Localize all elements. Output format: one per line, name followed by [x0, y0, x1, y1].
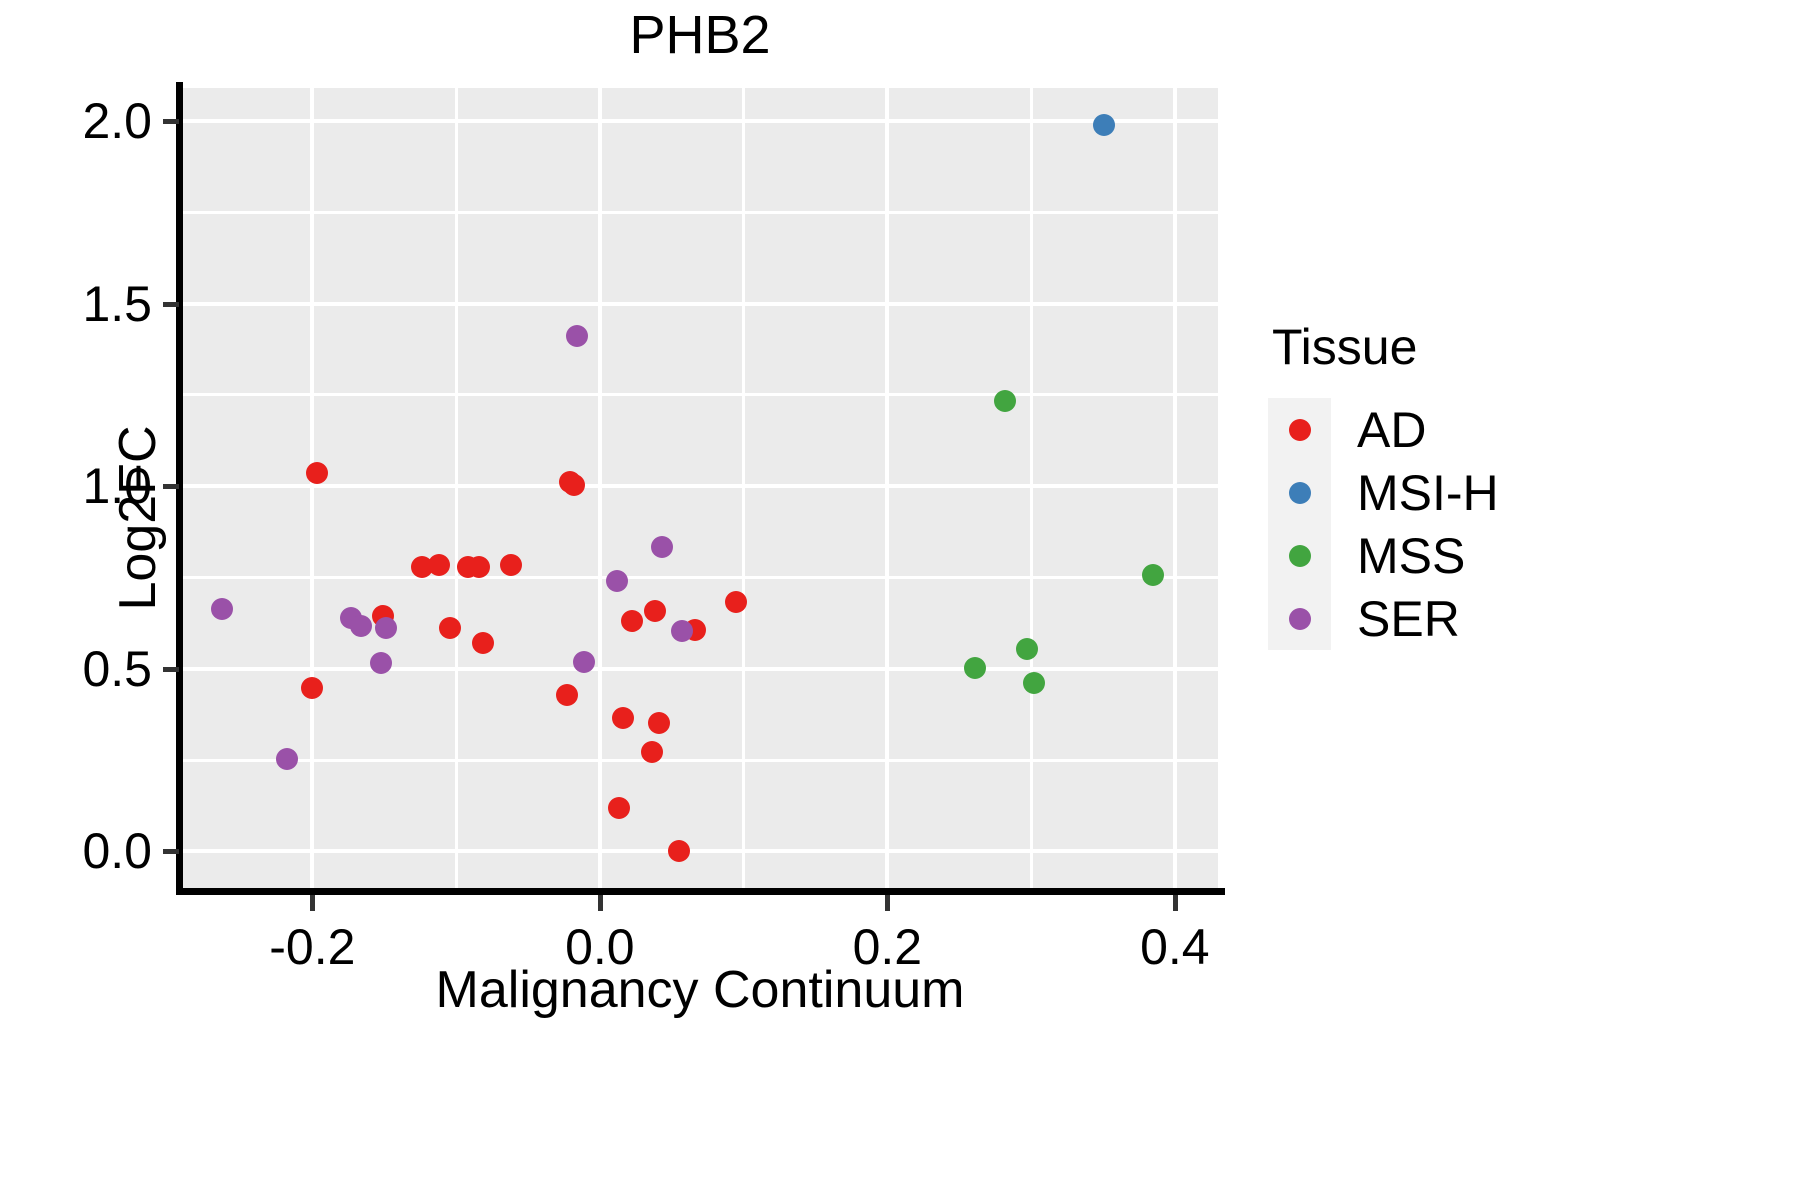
gridline-horizontal-major: [183, 666, 1218, 671]
x-axis-tick: [597, 895, 603, 911]
data-point-ad: [725, 590, 748, 613]
data-point-ad: [611, 706, 634, 729]
data-point-ser: [650, 536, 673, 559]
data-point-ad: [499, 553, 522, 576]
data-point-ser: [370, 652, 393, 675]
legend-key-swatch: [1268, 587, 1331, 650]
gridline-horizontal-minor: [183, 575, 1218, 579]
gridline-horizontal-major: [183, 301, 1218, 306]
data-point-ad: [427, 553, 450, 576]
data-point-ser: [374, 616, 397, 639]
data-point-ad: [410, 555, 433, 578]
legend-item-ser[interactable]: SER: [1268, 587, 1688, 650]
gridline-vertical-minor: [454, 88, 458, 888]
plot-panel: [183, 88, 1218, 888]
legend-dot-icon: [1288, 607, 1311, 630]
legend-item-label: AD: [1357, 401, 1427, 458]
data-point-ser: [565, 325, 588, 348]
legend-key-swatch: [1268, 524, 1331, 587]
data-point-mss: [964, 656, 987, 679]
legend-dot-icon: [1288, 544, 1311, 567]
page-title: PHB2: [629, 5, 771, 65]
legend-item-ad[interactable]: AD: [1268, 398, 1688, 461]
data-point-ser: [350, 614, 373, 637]
data-point-mss: [994, 390, 1017, 413]
y-axis-tick: [163, 301, 179, 307]
x-axis-tick-label: -0.2: [269, 919, 356, 975]
data-point-ser: [670, 619, 693, 642]
x-axis-line: [176, 888, 1225, 895]
y-axis-tick: [163, 118, 179, 124]
y-axis-tick-label: 0.5: [82, 640, 152, 697]
legend-item-mss[interactable]: MSS: [1268, 524, 1688, 587]
data-point-mss: [1023, 672, 1045, 695]
data-point-ad: [643, 600, 666, 623]
y-axis-line: [176, 82, 183, 894]
gridline-horizontal-minor: [183, 210, 1218, 214]
gridline-vertical-major: [310, 88, 315, 888]
data-point-ad: [563, 474, 585, 497]
x-axis-tick: [1172, 895, 1178, 911]
legend-item-label: SER: [1357, 590, 1460, 647]
legend-key-swatch: [1268, 461, 1331, 524]
y-axis-tick-label: 0.0: [82, 823, 152, 880]
gridline-horizontal-major: [183, 484, 1218, 489]
gridline-vertical-minor: [1029, 88, 1033, 888]
data-point-ad: [468, 555, 491, 578]
y-axis-tick: [163, 666, 179, 672]
y-axis-tick-label: 1.5: [82, 275, 152, 332]
gridline-horizontal-major: [183, 118, 1218, 123]
data-point-ad: [555, 684, 578, 707]
data-point-mss: [1142, 564, 1165, 587]
data-point-ad: [439, 616, 462, 639]
gridline-horizontal-major: [183, 849, 1218, 854]
legend-item-msi-h[interactable]: MSI-H: [1268, 461, 1688, 524]
legend-item-label: MSI-H: [1357, 464, 1499, 521]
x-axis-title: Malignancy Continuum: [435, 961, 965, 1019]
data-point-msi-h: [1093, 114, 1116, 137]
y-axis-tick-label: 1.0: [82, 458, 152, 515]
gridline-vertical-major: [597, 88, 602, 888]
legend: Tissue AD MSI-H MSS SER: [1268, 318, 1688, 650]
legend-item-label: MSS: [1357, 527, 1466, 584]
x-axis-tick-label: 0.2: [852, 919, 923, 975]
x-axis-tick-label: 0.0: [565, 919, 635, 975]
data-point-ad: [620, 609, 643, 632]
y-axis-tick: [163, 484, 179, 490]
x-axis-tick: [310, 895, 316, 911]
data-point-ad: [472, 631, 495, 654]
gridline-vertical-minor: [742, 88, 746, 888]
data-point-ad: [305, 462, 328, 485]
legend-items: AD MSI-H MSS SER: [1268, 398, 1688, 650]
x-axis-tick-label: 0.4: [1140, 919, 1210, 975]
x-axis-tick: [885, 895, 891, 911]
legend-title: Tissue: [1272, 319, 1418, 375]
data-point-ad: [640, 741, 663, 764]
legend-dot-icon: [1288, 418, 1311, 441]
data-point-ad: [607, 797, 630, 820]
data-point-ad: [647, 712, 670, 735]
gridline-horizontal-minor: [183, 758, 1218, 762]
data-point-ser: [573, 651, 596, 674]
data-point-ser: [275, 747, 298, 770]
data-point-ad: [667, 840, 690, 863]
data-point-ser: [210, 597, 233, 620]
gridline-vertical-major: [885, 88, 890, 888]
legend-key-swatch: [1268, 398, 1331, 461]
y-axis-tick-label: 2.0: [82, 92, 152, 149]
gridline-vertical-major: [1172, 88, 1177, 888]
gridline-horizontal-minor: [183, 393, 1218, 397]
data-point-ser: [606, 569, 629, 592]
data-point-ad: [301, 677, 324, 700]
legend-dot-icon: [1288, 481, 1311, 504]
data-point-mss: [1015, 638, 1038, 661]
y-axis-title: Log2FC: [109, 425, 167, 611]
y-axis-tick: [163, 849, 179, 855]
